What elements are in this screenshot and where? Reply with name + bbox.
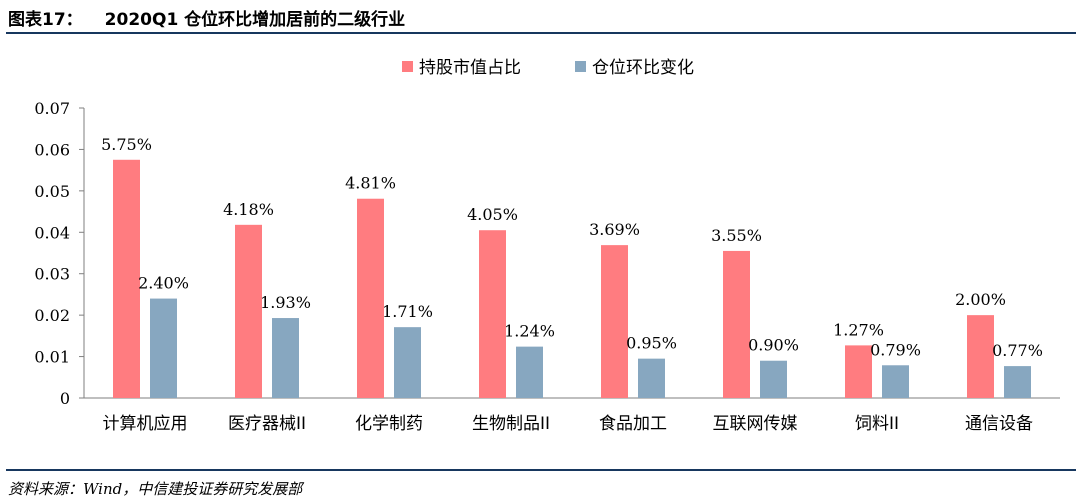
figure-title: 图表17： 2020Q1 仓位环比增加居前的二级行业 [8, 5, 405, 30]
legend-label: 仓位环比变化 [592, 58, 694, 78]
legend-swatch [402, 61, 413, 72]
category-label: 互联网传媒 [713, 414, 798, 434]
category-label: 计算机应用 [103, 414, 188, 434]
data-label: 4.05% [467, 205, 518, 224]
bar-holding-share [967, 315, 994, 398]
figure-number: 图表17： [8, 10, 83, 30]
bar-position-change [394, 327, 421, 398]
y-tick-label: 0 [60, 389, 70, 408]
data-label: 3.55% [711, 226, 762, 245]
figure-title-text: 2020Q1 仓位环比增加居前的二级行业 [104, 10, 406, 30]
category-label: 饲料II [855, 414, 899, 434]
y-tick-label: 0.01 [34, 348, 70, 367]
y-tick-label: 0.02 [34, 306, 70, 325]
legend-label: 持股市值占比 [419, 58, 521, 78]
y-tick-label: 0.07 [34, 99, 70, 118]
y-tick-label: 0.06 [34, 140, 70, 159]
category-label: 生物制品II [472, 414, 550, 434]
bar-holding-share [845, 345, 872, 398]
bar-position-change [760, 360, 787, 398]
bar-position-change [150, 298, 177, 398]
bar-holding-share [723, 250, 750, 398]
data-label: 4.18% [223, 200, 274, 219]
category-label: 食品加工 [599, 414, 667, 434]
data-label: 3.69% [589, 220, 640, 239]
data-label: 0.77% [992, 341, 1043, 360]
bar-position-change [1004, 366, 1031, 398]
title-rule [6, 32, 1076, 34]
source-rule [6, 469, 1076, 471]
data-label: 2.40% [138, 274, 189, 293]
data-label: 0.79% [870, 340, 921, 359]
bar-position-change [882, 365, 909, 398]
bar-position-change [516, 346, 543, 398]
data-label: 2.00% [955, 290, 1006, 309]
bar-holding-share [235, 224, 262, 398]
data-label: 1.27% [833, 320, 884, 339]
category-label: 医疗器械II [228, 414, 306, 434]
data-label: 1.93% [260, 293, 311, 312]
data-label: 4.81% [345, 174, 396, 193]
data-label: 0.95% [626, 334, 677, 353]
y-tick-label: 0.04 [34, 223, 70, 242]
category-label: 通信设备 [965, 414, 1033, 434]
y-tick-label: 0.03 [34, 265, 70, 284]
category-label: 化学制药 [355, 414, 423, 434]
y-tick-label: 0.05 [34, 182, 70, 201]
bar-holding-share [601, 245, 628, 398]
bar-position-change [272, 318, 299, 398]
bar-position-change [638, 358, 665, 398]
data-label: 5.75% [101, 135, 152, 154]
data-label: 1.24% [504, 322, 555, 341]
legend-swatch [575, 61, 586, 72]
source-note: 资料来源：Wind，中信建投证券研究发展部 [8, 480, 303, 498]
bar-holding-share [113, 159, 140, 398]
data-label: 0.90% [748, 336, 799, 355]
bar-holding-share [479, 230, 506, 398]
bar-holding-share [357, 198, 384, 398]
data-label: 1.71% [382, 302, 433, 321]
